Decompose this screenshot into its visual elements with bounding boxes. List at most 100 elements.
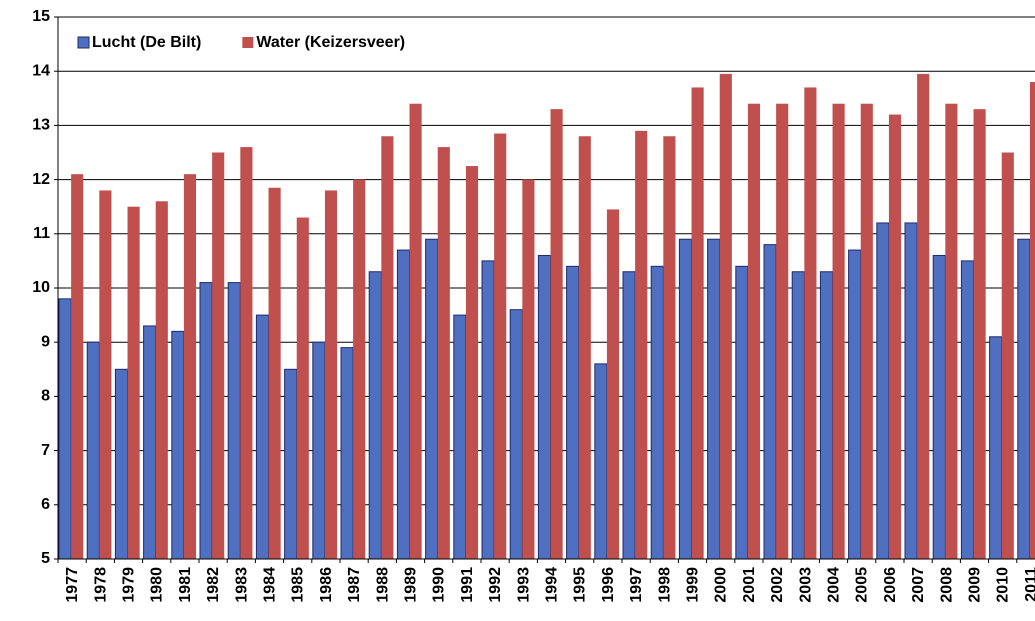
bar: [509, 309, 523, 560]
x-tick-label: 1992: [487, 567, 504, 603]
bar: [904, 222, 918, 560]
bar: [86, 341, 100, 560]
bar: [240, 147, 253, 559]
bar: [199, 282, 213, 560]
bar: [932, 254, 946, 560]
bar: [58, 298, 72, 560]
legend-swatch: [77, 36, 90, 49]
bar: [848, 249, 862, 560]
bar: [99, 190, 112, 559]
x-tick-label: 1994: [544, 567, 561, 603]
bar: [917, 73, 930, 559]
x-tick-label: 2010: [995, 567, 1012, 603]
y-tick-label: 10: [32, 279, 50, 296]
x-tick-label: 2003: [797, 567, 814, 603]
x-tick-label: 2007: [910, 567, 927, 603]
y-tick-label: 5: [41, 550, 50, 567]
bar: [522, 179, 535, 559]
bar: [888, 114, 902, 559]
y-tick-label: 14: [32, 62, 50, 79]
y-tick-label: 6: [41, 496, 50, 513]
bar: [324, 190, 338, 559]
x-tick-label: 2000: [713, 567, 730, 603]
x-tick-label: 1995: [572, 567, 589, 603]
y-tick-label: 15: [32, 8, 50, 25]
x-tick-label: 2011: [1023, 567, 1035, 602]
bar: [594, 363, 608, 560]
bar: [296, 217, 309, 560]
x-tick-label: 1982: [205, 567, 222, 603]
y-tick-label: 12: [32, 171, 50, 188]
bar: [691, 87, 704, 560]
y-tick-label: 9: [41, 333, 50, 350]
bar: [719, 73, 732, 559]
x-tick-label: 1986: [318, 567, 335, 603]
bar: [819, 271, 834, 560]
bar: [747, 103, 761, 559]
bar: [312, 341, 326, 560]
bar: [635, 130, 648, 559]
x-tick-label: 1993: [515, 567, 532, 603]
x-tick-label: 1977: [64, 567, 81, 603]
bar: [776, 103, 789, 559]
bar: [678, 238, 693, 560]
x-tick-label: 1987: [346, 567, 363, 603]
bar: [735, 265, 749, 560]
bar: [255, 314, 270, 560]
bar: [791, 271, 805, 560]
bar: [989, 336, 1003, 560]
y-tick-label: 8: [41, 388, 50, 405]
bar: [284, 368, 298, 560]
bar: [340, 347, 354, 560]
bar: [960, 260, 975, 560]
legend-swatch: [242, 37, 254, 48]
bar: [368, 271, 382, 560]
x-tick-label: 2004: [826, 567, 843, 603]
bar: [1001, 152, 1014, 559]
x-tick-label: 2001: [741, 567, 758, 603]
bar: [114, 368, 129, 560]
bar: [268, 187, 281, 560]
bar: [876, 222, 890, 560]
x-tick-label: 1980: [149, 567, 166, 603]
bar: [663, 136, 676, 560]
x-tick-label: 2009: [967, 567, 984, 603]
bar: [707, 238, 721, 560]
bar: [650, 265, 664, 560]
bar: [606, 209, 620, 559]
bar: [550, 109, 563, 559]
bar: [353, 179, 366, 559]
bar: [481, 260, 495, 560]
bar: [409, 103, 422, 559]
x-tick-label: 1978: [92, 567, 109, 603]
bar: [1017, 238, 1031, 560]
bar: [155, 201, 168, 559]
bar: [1029, 82, 1035, 559]
x-tick-label: 1997: [628, 567, 645, 603]
y-tick-label: 7: [41, 442, 50, 459]
legend-label: Lucht (De Bilt): [92, 34, 201, 51]
bar: [143, 325, 157, 560]
x-tick-label: 1984: [262, 567, 279, 603]
x-tick-label: 1983: [233, 567, 250, 603]
bar: [578, 136, 591, 560]
bar: [973, 109, 986, 559]
bar: [71, 174, 84, 559]
x-tick-label: 1996: [600, 567, 617, 603]
bar: [183, 174, 197, 559]
x-tick-label: 2008: [938, 567, 955, 603]
bar: [860, 103, 873, 559]
bar: [171, 330, 185, 560]
bar: [622, 271, 636, 560]
bar: [494, 133, 507, 559]
y-tick-label: 11: [33, 225, 50, 242]
bar: [396, 249, 411, 560]
x-tick-label: 1981: [177, 567, 194, 603]
x-tick-label: 1991: [459, 567, 476, 603]
bar: [945, 103, 958, 559]
bar: [437, 147, 450, 559]
x-tick-label: 1979: [121, 567, 138, 603]
legend-label: Water (Keizersveer): [256, 34, 405, 51]
x-tick-label: 2002: [769, 567, 786, 603]
x-tick-label: 1988: [374, 567, 391, 603]
